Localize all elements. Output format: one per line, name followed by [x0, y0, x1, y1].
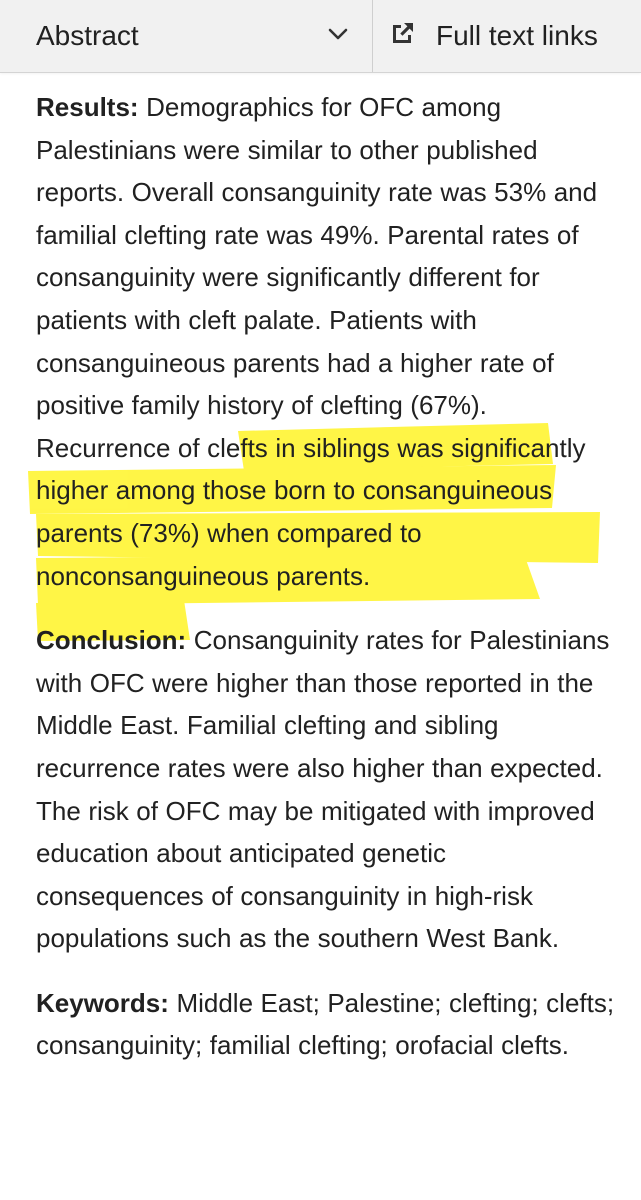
conclusion-paragraph: Conclusion: Consanguinity rates for Pale… [36, 619, 616, 960]
results-highlighted-text: ecurrence of clefts in siblings was sign… [36, 432, 586, 591]
abstract-section-dropdown[interactable]: Abstract [0, 0, 373, 72]
results-heading: Results: [36, 92, 139, 122]
keywords-heading: Keywords: [36, 987, 169, 1018]
conclusion-text: Consanguinity rates for Palestinians wit… [36, 625, 610, 954]
abstract-content: Results: Demographics for OFC among Pale… [36, 86, 616, 1067]
results-paragraph: Results: Demographics for OFC among Pale… [36, 86, 616, 597]
conclusion-heading: Conclusion: [36, 625, 187, 656]
chevron-down-icon [328, 28, 348, 40]
external-link-icon [393, 23, 413, 43]
results-text: Demographics for OFC among Palestinians … [36, 92, 598, 463]
keywords-text: Middle East; Palestine; clefting; clefts… [36, 987, 615, 1061]
section-toolbar: Abstract Full text links [0, 0, 641, 73]
abstract-label: Abstract [36, 20, 139, 51]
full-text-links-button[interactable]: Full text links [373, 0, 641, 72]
full-text-links-label: Full text links [436, 20, 598, 51]
keywords-paragraph: Keywords: Middle East; Palestine; clefti… [36, 982, 616, 1067]
